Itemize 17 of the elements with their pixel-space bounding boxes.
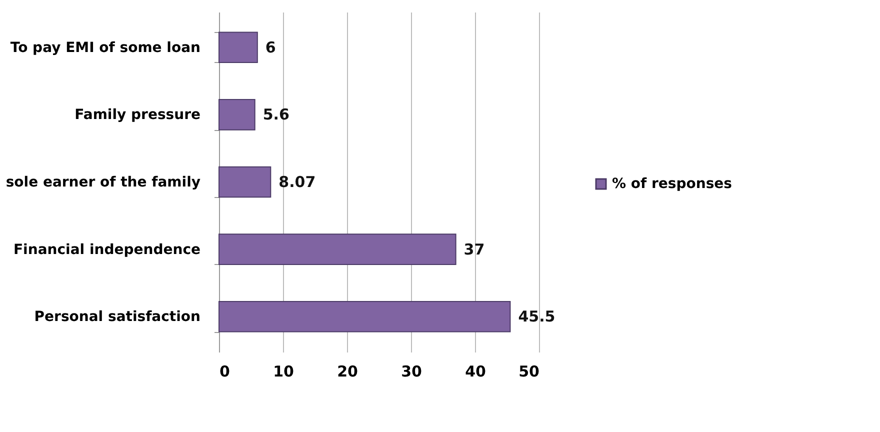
y-tick-label: Family pressure [74,107,200,124]
legend-label: % of responses [612,176,732,192]
x-tick-label: 0 [220,362,230,380]
x-tick-label: 10 [273,362,294,380]
x-tick-label: 30 [401,362,422,380]
x-tick-label: 20 [337,362,358,380]
data-label: 6 [265,38,276,56]
data-label: 5.6 [262,106,290,124]
data-label: 8.07 [278,173,316,191]
y-tick-label: To pay EMI of some loan [10,40,200,56]
y-tick-label: Personal satisfaction [34,309,200,326]
y-tick-label: sole earner of the family [6,174,200,190]
x-tick-label: 50 [518,362,540,380]
data-label: 45.5 [518,308,556,326]
x-tick-label: 40 [465,362,486,380]
data-label: 37 [464,240,485,258]
y-tick-label: Financial independence [13,242,200,258]
